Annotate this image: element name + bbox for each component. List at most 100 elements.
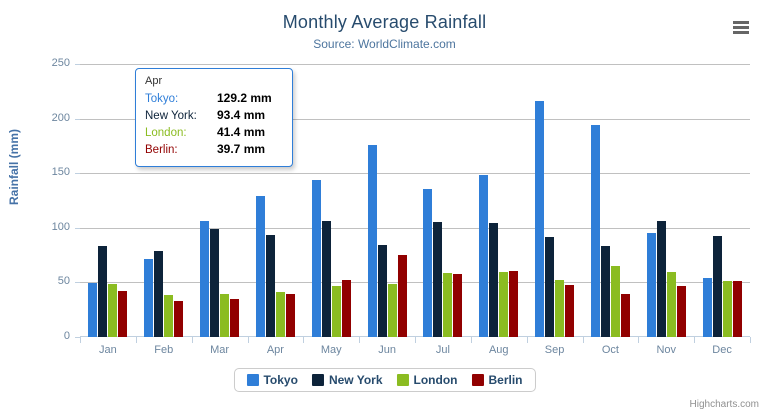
y-axis-tick-label: 100 [51,220,70,233]
bar-london[interactable] [443,272,453,337]
bar-berlin[interactable] [620,294,630,337]
bar-tokyo[interactable] [144,258,154,337]
y-axis-tick-mark [75,337,80,338]
x-axis-label-dec: Dec [712,344,732,356]
bar-london[interactable] [387,284,397,337]
bar-london[interactable] [499,271,509,337]
x-axis-tick-mark [247,337,249,343]
column-group[interactable] [535,64,575,337]
legend-label: New York [328,373,383,387]
bar-new-york[interactable] [377,244,387,337]
bar-london[interactable] [610,265,620,337]
bar-berlin[interactable] [565,285,575,337]
y-axis-tick-mark [75,173,80,175]
chart-title: Monthly Average Rainfall [282,12,487,32]
x-axis-tick-mark [191,337,193,343]
bar-new-york[interactable] [321,221,331,337]
legend-swatch [246,374,259,386]
x-axis-label-may: May [320,344,342,356]
bar-berlin[interactable] [285,293,295,337]
bar-berlin[interactable] [509,271,519,337]
bar-london[interactable] [275,291,285,337]
legend-item-london[interactable]: London [396,373,458,387]
column-group[interactable] [88,64,128,337]
tooltip-rows: Tokyo: 129.2 mm New York: 93.4 mm London: 41.… [145,90,283,158]
x-axis-tick-mark [582,337,584,343]
x-axis-tick-mark [526,337,528,343]
bar-london[interactable] [722,281,732,337]
bar-tokyo[interactable] [255,195,265,337]
column-group[interactable] [311,64,351,337]
bar-london[interactable] [108,283,118,337]
bar-berlin[interactable] [732,281,742,337]
bar-tokyo[interactable] [646,232,656,337]
x-axis-tick-mark [638,337,640,343]
x-axis-label-nov: Nov [656,344,677,356]
bar-london[interactable] [220,294,230,337]
bar-new-york[interactable] [154,250,164,337]
x-axis-tick-mark [135,337,137,343]
bar-tokyo[interactable] [200,220,210,337]
column-group[interactable] [702,64,742,337]
hamburger-icon-bar-1 [733,21,749,24]
bar-tokyo[interactable] [311,179,321,337]
bar-new-york[interactable] [98,245,108,337]
x-axis-label-feb: Feb [154,344,174,356]
column-group[interactable] [200,64,240,337]
bar-tokyo[interactable] [535,100,545,337]
legend: Tokyo New York London Berlin [233,368,536,392]
column-group[interactable] [255,64,295,337]
bar-berlin[interactable] [397,254,407,337]
bar-berlin[interactable] [118,290,128,337]
gridline [80,282,750,284]
column-group[interactable] [590,64,630,337]
bar-new-york[interactable] [265,235,275,337]
bar-tokyo[interactable] [423,188,433,337]
bar-berlin[interactable] [676,285,686,337]
column-group[interactable] [144,64,184,337]
bar-berlin[interactable] [341,279,351,337]
bar-new-york[interactable] [600,245,610,337]
x-axis-label-mar: Mar [210,344,230,356]
bar-new-york[interactable] [656,220,666,337]
bar-london[interactable] [164,294,174,337]
bar-berlin[interactable] [230,299,240,337]
tooltip-series-name: Tokyo: [145,93,179,105]
bar-berlin[interactable] [453,274,463,337]
column-group[interactable] [423,64,463,337]
legend-item-berlin[interactable]: Berlin [471,373,523,387]
bar-new-york[interactable] [712,236,722,337]
bar-new-york[interactable] [545,237,555,337]
bar-tokyo[interactable] [367,144,377,337]
legend-label: Tokyo [263,373,298,387]
chart-subtitle: Source: WorldClimate.com [313,37,456,51]
tooltip-row: New York: 93.4 mm [145,107,283,124]
bar-tokyo[interactable] [88,282,98,337]
credits-link[interactable]: Highcharts.com [689,399,759,410]
legend-swatch [396,374,409,386]
bar-new-york[interactable] [433,222,443,337]
bar-tokyo[interactable] [702,277,712,337]
bar-berlin[interactable] [174,300,184,337]
bar-london[interactable] [666,272,676,337]
bar-tokyo[interactable] [590,125,600,337]
gridline [80,173,750,175]
x-axis-label-jul: Jul [435,344,450,356]
bar-new-york[interactable] [210,229,220,337]
x-axis-label-sep: Sep [544,344,565,356]
hamburger-icon-bar-2 [733,26,749,29]
bar-london[interactable] [555,279,565,337]
column-group[interactable] [646,64,686,337]
legend-item-new-york[interactable]: New York [311,373,383,387]
context-menu-button[interactable] [726,14,754,38]
x-axis-tick-mark [359,337,361,343]
column-group[interactable] [367,64,407,337]
column-group[interactable] [479,64,519,337]
legend-item-tokyo[interactable]: Tokyo [246,373,298,387]
bar-london[interactable] [331,285,341,337]
gridline [80,118,750,120]
bar-new-york[interactable] [489,223,499,337]
bar-tokyo[interactable] [479,174,489,337]
legend-label: Berlin [488,373,523,387]
